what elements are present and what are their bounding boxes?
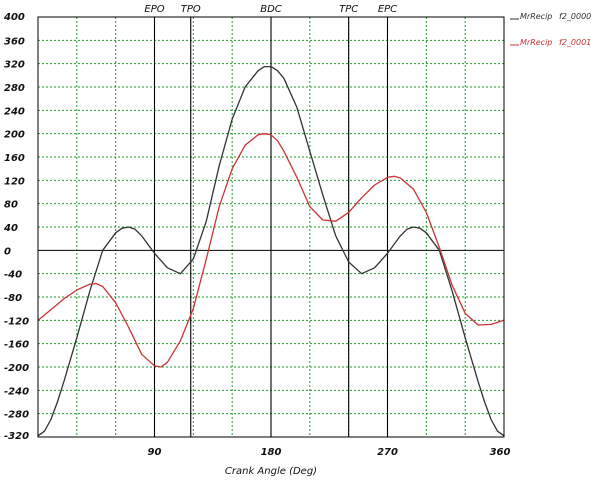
marker-label-epc: EPC [378,4,397,15]
series-line-f2-0000 [37,65,505,437]
event-marker-labels: EPO TPO BDC TPC EPC [144,4,397,15]
legend-series-tag: f2_0001 [559,38,591,47]
y-tick-label: 80 [4,200,18,211]
y-tick-label: 280 [4,83,25,94]
x-tick-label: 270 [377,447,398,458]
x-tick-label: 90 [148,447,162,458]
y-tick-label: 320 [4,60,25,71]
y-tick-label: 360 [4,36,25,47]
y-tick-label: 0 [4,246,11,257]
y-tick-label: -40 [4,270,22,281]
x-tick-label: 360 [490,447,511,458]
series-line-f2-0001 [37,133,505,368]
plot-border [37,16,505,438]
y-tick-label: 200 [4,130,25,141]
y-tick-label: -120 [4,316,29,327]
marker-label-tpo: TPO [181,4,201,15]
legend: MrRecip f2_0000 MrRecip f2_0001 [510,12,591,47]
y-tick-label: 400 [3,12,25,23]
y-tick-label: -80 [4,293,22,304]
series-layer [37,65,505,437]
y-tick-label: -280 [4,410,29,421]
legend-series-name: MrRecip [520,38,552,47]
y-tick-label: 120 [4,176,25,187]
legend-series-name: MrRecip [520,12,552,21]
y-tick-label: 160 [4,153,25,164]
plot-frame [37,16,505,438]
legend-series-tag: f2_0000 [559,12,591,21]
y-tick-label: -240 [4,386,29,397]
x-tick-labels: 90 180 270 360 [148,447,511,458]
marker-label-tpc: TPC [339,4,358,15]
marker-label-bdc: BDC [260,4,282,15]
y-tick-label: -200 [4,363,29,374]
x-axis-title: Crank Angle (Deg) [225,466,317,477]
y-tick-label: -160 [4,340,29,351]
y-tick-label: 40 [3,223,18,234]
y-tick-label: -320 [4,431,29,442]
y-tick-labels: 40036032028024020016012080400-40-80-120-… [3,12,29,442]
y-tick-label: 240 [4,106,25,117]
event-marker-lines [153,17,389,437]
x-tick-label: 180 [261,447,282,458]
marker-label-epo: EPO [144,4,164,15]
